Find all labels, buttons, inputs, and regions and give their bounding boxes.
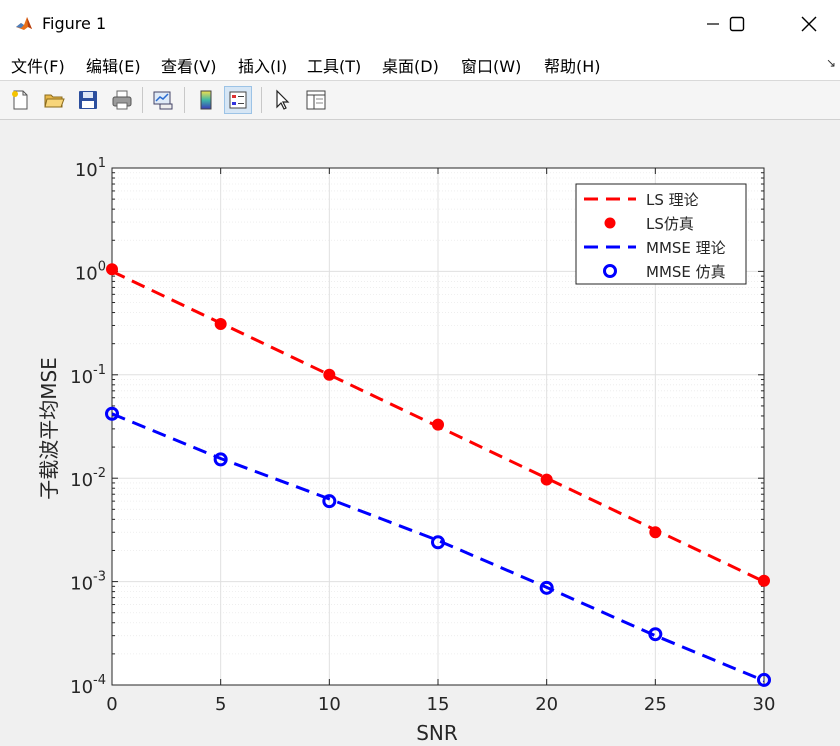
open-file-icon [44,94,65,108]
menu-tools[interactable]: 工具(T) [307,57,362,76]
new-figure-icon [12,90,28,110]
legend-marker-swatch [604,217,616,229]
data-point [758,574,770,587]
maximize-icon [729,16,745,32]
save-icon [79,91,97,109]
data-point [649,526,662,539]
menu-overflow-icon[interactable]: ↘ [825,56,836,70]
edit-plot-button[interactable] [268,86,296,114]
legend-entry-label: MMSE 仿真 [646,263,726,281]
legend-marker-swatch [603,264,617,278]
toolbar-separator [184,87,185,113]
x-tick-label: 30 [753,694,776,715]
data-point [213,452,228,467]
menu-insert[interactable]: 插入(I) [238,57,288,76]
menu-bar: 文件(F) 编辑(E) 查看(V) 插入(I) 工具(T) 桌面(D) 窗口(W… [0,48,840,81]
x-axis-label: SNR [416,721,458,745]
y-axis-label: 子载波平均MSE [37,357,61,500]
property-inspector-button[interactable] [302,86,330,114]
toolbar-separator [142,87,143,113]
insert-legend-button[interactable] [224,86,252,114]
data-point [432,418,444,431]
maximize-button[interactable] [714,4,760,44]
new-figure-button[interactable] [6,86,34,114]
data-point [648,627,663,642]
x-tick-label: 10 [318,694,341,715]
print-icon [112,90,132,110]
insert-legend-icon [229,91,247,109]
figure-canvas: 0 5 10 15 20 25 30 101 100 10-1 10-2 10-3 10-4 SNR 子载波… [0,120,840,746]
menu-window[interactable]: 窗口(W) [461,57,522,76]
open-file-button[interactable] [40,86,68,114]
x-tick-label: 0 [106,694,117,715]
x-tick-label: 20 [535,694,558,715]
print-button[interactable] [108,86,136,114]
legend: LS 理论 LS仿真 MMSE 理论 MMSE 仿真 [575,183,747,285]
data-point [105,406,119,421]
menu-view[interactable]: 查看(V) [161,57,217,76]
toolbar-separator [261,87,262,113]
edit-plot-icon [276,89,290,110]
plot-svg[interactable]: 0 5 10 15 20 25 30 101 100 10-1 10-2 10-3 10-4 SNR 子载波… [0,120,840,746]
data-point [539,580,554,595]
insert-colorbar-button[interactable] [192,86,220,114]
y-tick-label: 100 [75,259,106,284]
link-plot-icon [153,91,173,110]
legend-entry-label: LS仿真 [646,215,694,233]
data-point [322,494,337,509]
save-button[interactable] [74,86,102,114]
matlab-logo-icon [14,14,34,34]
figure-toolbar [0,81,840,120]
data-point [431,535,445,550]
data-point [540,473,553,486]
y-tick-label: 101 [75,156,106,181]
window-title: Figure 1 [42,14,107,33]
x-tick-label: 15 [427,694,450,715]
y-tick-label: 10-4 [70,673,106,698]
data-point [106,263,118,276]
close-icon [801,16,817,32]
menu-help[interactable]: 帮助(H) [544,57,601,76]
data-point [214,317,227,330]
property-inspector-icon [306,90,326,110]
link-plot-button[interactable] [149,86,177,114]
y-tick-label: 10-1 [70,363,106,388]
x-tick-label: 5 [215,694,226,715]
legend-entry-label: LS 理论 [646,191,699,209]
menu-edit[interactable]: 编辑(E) [86,57,141,76]
close-button[interactable] [786,4,832,44]
title-bar: Figure 1 [0,0,840,49]
y-tick-label: 10-3 [70,570,106,595]
data-point [757,672,771,687]
minimize-button[interactable] [690,4,736,44]
insert-colorbar-icon [200,90,212,110]
legend-entry-label: MMSE 理论 [646,239,726,257]
series-line [111,412,765,683]
minimize-icon [707,23,719,25]
x-tick-label: 25 [644,694,667,715]
menu-desktop[interactable]: 桌面(D) [382,57,439,76]
menu-file[interactable]: 文件(F) [11,57,65,76]
data-series [105,263,771,687]
data-point [323,368,336,381]
y-tick-label: 10-2 [70,466,106,491]
